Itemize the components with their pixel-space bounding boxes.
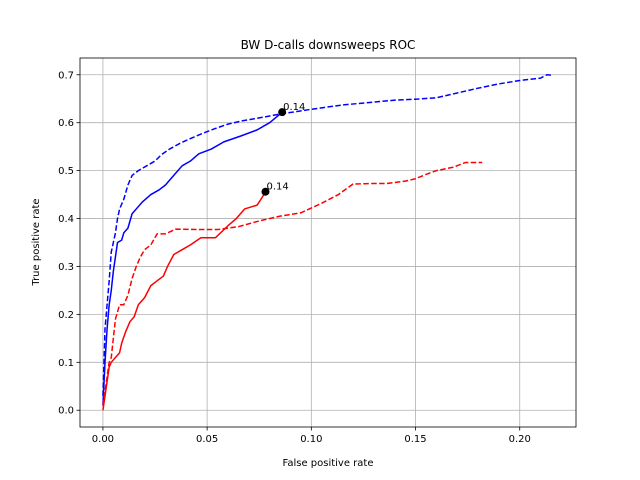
threshold-marker xyxy=(278,108,287,117)
x-tick-label: 0.00 xyxy=(92,434,114,445)
x-tick-label: 0.10 xyxy=(300,434,322,445)
y-tick-label: 0.4 xyxy=(58,214,74,225)
plot-frame xyxy=(79,57,577,428)
y-tick-label: 0.7 xyxy=(58,70,74,81)
grid xyxy=(80,58,576,427)
y-tick-label: 0.2 xyxy=(58,310,74,321)
y-tick-label: 0.6 xyxy=(58,118,74,129)
series-line-3 xyxy=(102,191,267,411)
x-tick-label: 0.05 xyxy=(196,434,218,445)
y-ticks: 0.0 0.1 0.2 0.3 0.4 0.5 0.6 0.7 xyxy=(58,70,80,417)
series-line-1 xyxy=(102,113,281,406)
x-ticks: 0.00 0.05 0.10 0.15 0.20 xyxy=(92,427,531,445)
x-tick-label: 0.20 xyxy=(509,434,531,445)
threshold-label: 0.14 xyxy=(266,182,288,193)
y-tick-label: 0.0 xyxy=(58,406,74,417)
y-axis-label: True positive rate xyxy=(31,198,42,286)
y-tick-label: 0.3 xyxy=(58,262,74,273)
y-tick-label: 0.5 xyxy=(58,166,74,177)
x-axis-label: False positive rate xyxy=(283,458,374,469)
series-line-4 xyxy=(102,161,483,406)
threshold-marker xyxy=(261,187,270,196)
chart-title: BW D-calls downsweeps ROC xyxy=(241,38,416,52)
series-group xyxy=(102,74,554,411)
x-tick-label: 0.15 xyxy=(404,434,426,445)
markers-group: 0.14 0.14 xyxy=(261,102,305,196)
threshold-label: 0.14 xyxy=(283,102,305,113)
series-line-2 xyxy=(102,74,554,396)
y-tick-label: 0.1 xyxy=(58,358,74,369)
